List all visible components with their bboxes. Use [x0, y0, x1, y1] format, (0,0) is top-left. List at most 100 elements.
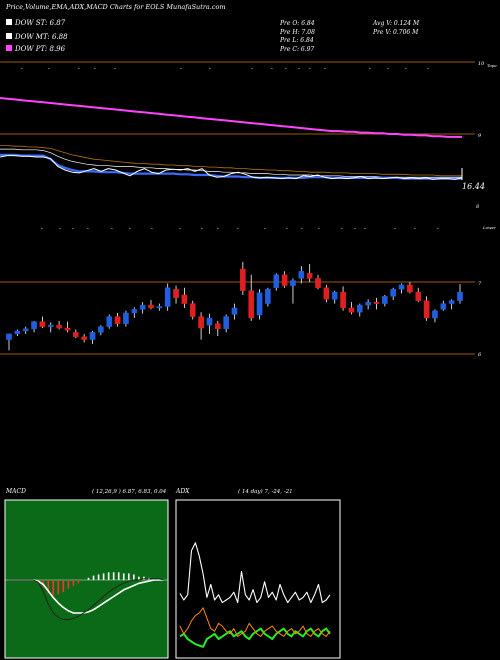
ema-series-ema-mid: [0, 148, 462, 178]
macd-title: MACD: [5, 488, 26, 495]
candle-body-25: [214, 323, 221, 330]
candle-body-53: [448, 300, 455, 304]
ema-top-tick-2: ˜: [77, 68, 80, 74]
candle-body-13: [114, 316, 121, 324]
candle-body-39: [331, 291, 338, 300]
ema-top-tick-13: ˜: [368, 68, 371, 74]
ema-panel: ˜ ˜ ˜ ˜ ˜ ˜ ˜ ˜ ˜ ˜ ˜ ˜ ˜ ˜ ˜ ˜ ˜: [0, 61, 475, 180]
dow-st-swatch: [6, 19, 12, 25]
candle-body-43: [365, 301, 371, 306]
macd-params: ( 12,26,9 ) 6.87, 6.83, 0.04: [92, 488, 167, 495]
prev-low: Pre L: 6.84: [279, 37, 314, 44]
candle-body-15: [131, 309, 138, 314]
ema-tick-suffix: Tope: [487, 63, 497, 68]
candle-body-18: [156, 306, 163, 309]
candle-body-28: [240, 268, 246, 291]
ema-value-label: 16.44: [462, 182, 485, 191]
price-top-tick-9: ˜: [216, 228, 219, 234]
ema-top-tick-9: ˜: [284, 68, 287, 74]
prev-close: Pre C: 6.97: [279, 46, 314, 53]
candle-body-10: [89, 332, 96, 340]
price-top-tick-7: ˜: [178, 228, 181, 234]
macd-panel: [4, 499, 169, 659]
candle-body-33: [281, 274, 288, 286]
candle-body-37: [315, 278, 321, 288]
candle-body-21: [181, 294, 188, 304]
adx-line: [179, 542, 331, 604]
candle-body-1: [14, 330, 21, 335]
candle-body-41: [348, 307, 355, 313]
ema-top-tick-8: ˜: [270, 68, 273, 74]
candle-body-30: [256, 292, 263, 316]
price-tick-suffix: Lower: [482, 225, 497, 230]
candle-body-47: [398, 284, 405, 290]
ema-series-ema-slow: [0, 97, 462, 138]
price-top-tick-10: ˜: [236, 228, 239, 234]
adx-panel: [175, 499, 341, 659]
ema-top-tick-1: ˜: [47, 68, 50, 74]
ema-top-tick-3: ˜: [93, 68, 96, 74]
candle-body-51: [432, 310, 438, 319]
price-top-tick-15: ˜: [340, 228, 343, 234]
ema-top-tick-16: ˜: [426, 68, 429, 74]
candle-body-29: [248, 290, 255, 319]
ema-top-tick-6: ˜: [208, 68, 211, 74]
price-tick-7: 7: [478, 281, 482, 287]
ema-top-tick-12: ˜: [323, 68, 326, 74]
candle-body-16: [139, 304, 146, 310]
avg-volume: Avg V: 0.124 M: [372, 20, 420, 27]
candle-body-44: [373, 301, 380, 304]
ema-tick-9: 9: [478, 133, 482, 139]
candle-body-52: [440, 303, 447, 310]
candle-body-36: [306, 273, 313, 279]
price-tick-6: 6: [478, 352, 482, 358]
ema-top-tick-0: ˜: [20, 68, 23, 74]
candle-body-12: [106, 316, 113, 327]
candle-body-49: [415, 291, 422, 301]
price-top-tick-5: ˜: [128, 228, 131, 234]
candle-body-9: [81, 336, 87, 340]
prev-high: Pre H: 7.08: [279, 29, 315, 36]
candle-body-20: [173, 289, 179, 299]
adx-title: ADX: [175, 488, 190, 495]
candle-body-38: [323, 287, 330, 300]
candle-body-5: [47, 325, 54, 327]
ema-top-tick-5: ˜: [179, 68, 182, 74]
price-panel: ˜ ˜ ˜ ˜ ˜ ˜ ˜ ˜ ˜ ˜ ˜ ˜ ˜ ˜ ˜ ˜ ˜ ˜ ˜ ˜ ˜: [0, 228, 475, 355]
candle-body-40: [340, 291, 346, 309]
price-top-tick-3: ˜: [86, 228, 89, 234]
candle-body-24: [206, 317, 213, 326]
price-top-tick-18: ˜: [393, 228, 396, 234]
price-top-tick-14: ˜: [317, 228, 320, 234]
candle-body-54: [457, 291, 463, 301]
ema-top-tick-7: ˜: [250, 68, 253, 74]
candle-body-3: [31, 321, 37, 330]
ema-series-ema-orange: [0, 145, 462, 177]
price-top-tick-13: ˜: [300, 228, 303, 234]
price-top-tick-11: ˜: [263, 228, 266, 234]
candle-body-7: [64, 327, 71, 331]
ema-series-price: [0, 155, 463, 180]
ema-top-tick-4: ˜: [113, 68, 116, 74]
candle-body-14: [123, 312, 129, 324]
candle-body-27: [231, 307, 238, 315]
candle-body-19: [164, 287, 171, 307]
candle-body-32: [273, 274, 280, 288]
candle-body-17: [148, 304, 154, 309]
price-top-tick-8: ˜: [200, 228, 203, 234]
candle-body-50: [423, 300, 430, 319]
price-top-tick-6: ˜: [150, 228, 153, 234]
ema-top-tick-14: ˜: [386, 68, 389, 74]
ema-tick-10: 10: [478, 61, 485, 67]
adx-params: ( 14 day) 7, -24, -21: [238, 488, 293, 495]
price-top-tick-2: ˜: [71, 228, 74, 234]
candle-body-8: [73, 332, 79, 337]
dow-mt-label: DOW MT: 6.88: [14, 33, 68, 41]
ema-tick-8: 8: [476, 204, 479, 210]
ema-top-tick-15: ˜: [404, 68, 407, 74]
price-top-tick-4: ˜: [110, 228, 113, 234]
candle-body-35: [298, 271, 305, 279]
prev-open: Pre O: 6.84: [279, 20, 315, 27]
candle-body-31: [265, 289, 271, 304]
dow-st-label: DOW ST: 6.87: [14, 19, 66, 27]
